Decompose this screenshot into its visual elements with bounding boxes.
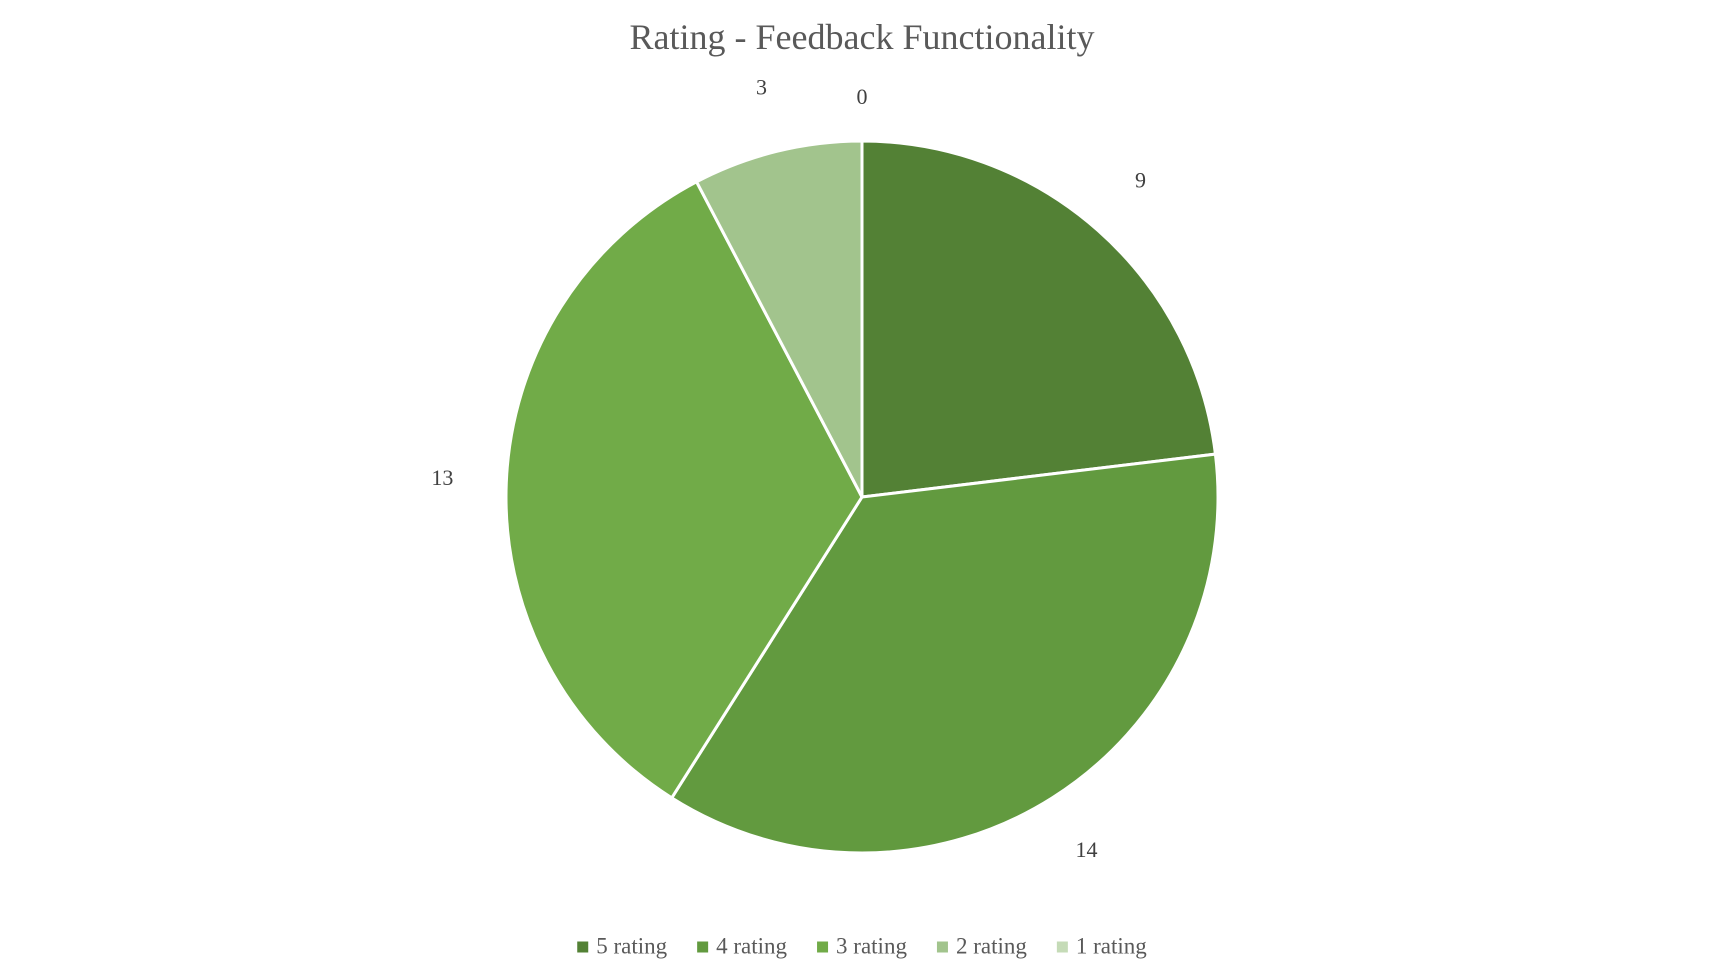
data-label-1-rating: 0: [857, 84, 868, 109]
legend-label-2-rating: 2 rating: [956, 933, 1027, 958]
legend-item-1-rating: 1 rating: [1056, 933, 1147, 958]
chart-legend: 5 rating 4 rating 3 rating 2 rating 1 rating: [577, 933, 1147, 958]
pie-slice-5-rating: [860, 139, 1218, 499]
pie-slice-3-rating: [504, 179, 864, 800]
data-label-3-rating: 13: [431, 465, 453, 490]
legend-item-3-rating: 3 rating: [817, 933, 907, 958]
pie-data-labels: 9 14 13 3 0: [431, 74, 1146, 862]
legend-swatch-2-rating: [936, 941, 948, 953]
pie-slice-4-rating: [669, 452, 1220, 855]
legend-label-3-rating: 3 rating: [836, 933, 907, 958]
legend-swatch-5-rating: [577, 941, 589, 953]
data-label-2-rating: 3: [756, 74, 767, 99]
pie-slices: [504, 139, 1220, 855]
chart-title: Rating - Feedback Functionality: [630, 17, 1095, 57]
legend-swatch-3-rating: [817, 941, 829, 953]
legend-label-5-rating: 5 rating: [596, 933, 667, 958]
legend-label-4-rating: 4 rating: [716, 933, 787, 958]
legend-item-4-rating: 4 rating: [697, 933, 788, 958]
legend-label-1-rating: 1 rating: [1076, 933, 1147, 958]
legend-swatch-4-rating: [697, 941, 709, 953]
data-label-4-rating: 14: [1075, 837, 1097, 862]
data-label-5-rating: 9: [1135, 168, 1146, 193]
legend-swatch-1-rating: [1056, 941, 1068, 953]
pie-slice-2-rating: [694, 139, 864, 498]
legend-item-5-rating: 5 rating: [577, 933, 668, 958]
legend-item-2-rating: 2 rating: [936, 933, 1027, 958]
